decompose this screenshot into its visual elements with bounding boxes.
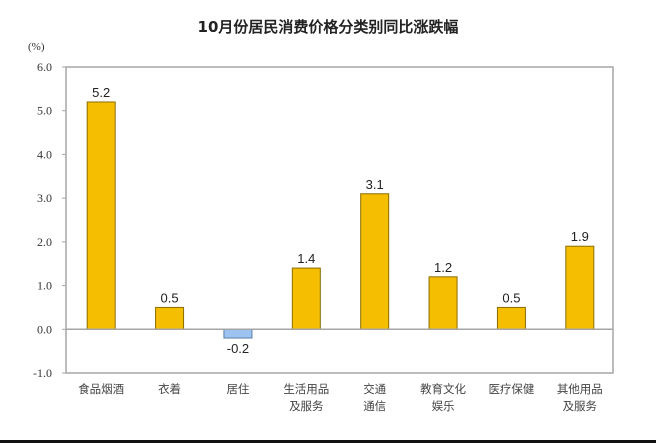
bottom-rule: [0, 440, 656, 443]
y-tick-label: 6.0: [37, 60, 52, 74]
bar: [428, 276, 458, 330]
bar: [496, 306, 526, 330]
bar-value-label: 1.9: [571, 229, 589, 244]
bar: [291, 267, 321, 330]
bar-value-label: 1.4: [297, 251, 315, 266]
x-category-label: 食品烟酒: [78, 382, 124, 396]
bar-value-label: -0.2: [227, 341, 249, 356]
bar: [86, 101, 116, 330]
y-tick-label: 3.0: [37, 191, 52, 205]
chart-title: 10月份居民消费价格分类别同比涨跌幅: [198, 18, 459, 36]
bar: [565, 245, 595, 330]
x-category-label: 教育文化: [420, 382, 466, 396]
y-tick-label: 0.0: [37, 322, 52, 336]
x-category-label: 通信: [363, 399, 386, 413]
bar-value-label: 0.5: [502, 290, 520, 305]
y-tick-label: 1.0: [37, 279, 52, 293]
x-category-label: 及服务: [289, 399, 324, 413]
plot-frame: [65, 66, 614, 374]
y-axis: 6.0 5.0 4.0 3.0 2.0 1.0 0.0 -1.0: [33, 60, 66, 380]
bar-value-label: 1.2: [434, 260, 452, 275]
bar: [155, 306, 185, 330]
bar-value-label: 5.2: [92, 85, 110, 100]
x-category-label: 其他用品: [557, 382, 603, 396]
x-category-label: 衣着: [158, 382, 181, 396]
x-category-label: 医疗保健: [488, 382, 534, 396]
bar-value-label: 0.5: [161, 290, 179, 305]
bar-value-label: 3.1: [366, 177, 384, 192]
y-tick-label: 4.0: [37, 147, 52, 161]
y-tick-label: 2.0: [37, 235, 52, 249]
bar: [360, 193, 390, 330]
bar: [223, 328, 253, 339]
x-category-label: 生活用品: [283, 382, 329, 396]
x-category-label: 娱乐: [432, 399, 455, 413]
y-tick-label: -1.0: [33, 366, 52, 380]
bar-series: 5.2 0.5 -0.2 1.4 3.1 1.2 0.5 1.9: [86, 85, 595, 356]
x-category-label: 居住: [226, 382, 249, 396]
y-tick-label: 5.0: [37, 104, 52, 118]
x-category-label: 交通: [363, 382, 386, 396]
x-category-label: 及服务: [563, 399, 598, 413]
y-axis-unit-label: (%): [28, 41, 45, 53]
